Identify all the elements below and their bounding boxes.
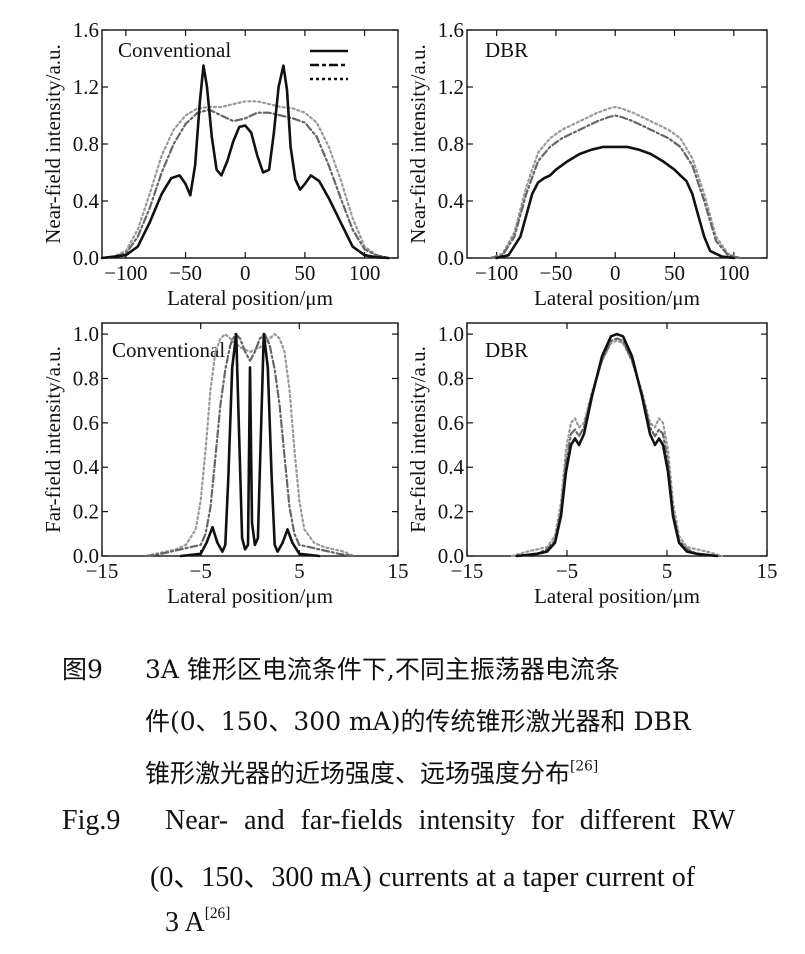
x-tick-label: 15 — [388, 559, 409, 583]
panel-near-field-dbr: −100 −50 0 50 100 0.0 0.4 0.8 1.2 1.6 Lateral posi… — [406, 18, 768, 310]
caption-zh-line-2: 件(0、150、300 mA)的传统锥形激光器和 DBR — [145, 707, 691, 736]
panel-label: DBR — [485, 38, 528, 62]
x-tick-label: 5 — [294, 559, 305, 583]
y-tick-label: 0.0 — [73, 246, 99, 270]
y-tick-label: 0.0 — [438, 246, 464, 270]
caption-zh-line-1: 3A 锥形区电流条件下,不同主振荡器电流条 — [145, 655, 620, 684]
plot-frame — [466, 322, 768, 557]
x-axis-label: Lateral position/μm — [534, 584, 700, 608]
panel-label: Conventional — [112, 338, 225, 362]
x-axis-label: Lateral position/μm — [167, 584, 333, 608]
series-line-150-ma — [489, 114, 741, 260]
plot-frame — [466, 29, 768, 259]
y-tick-label: 1.2 — [73, 75, 99, 99]
series-line-150-ma — [515, 337, 719, 558]
y-tick-label: 0.8 — [438, 366, 464, 390]
x-tick-label: −15 — [86, 559, 119, 583]
x-tick-label: −100 — [104, 261, 147, 285]
y-tick-label: 0.8 — [73, 132, 99, 156]
x-tick-label: −50 — [540, 261, 573, 285]
y-axis-label: Far-field intensity/a.u. — [41, 346, 65, 533]
x-tick-label: −5 — [556, 559, 578, 583]
y-tick-label: 0.8 — [73, 366, 99, 390]
y-tick-label: 0.6 — [438, 411, 464, 435]
y-tick-label: 0.4 — [73, 189, 100, 213]
caption-zh-text-3: 锥形激光器的近场强度、远场强度分布 — [145, 759, 571, 788]
y-tick-label: 1.6 — [73, 18, 99, 42]
y-tick-label: 0.2 — [73, 500, 99, 524]
caption-en-line-3: 3 A[26] — [165, 905, 230, 939]
caption-zh-ref: [26] — [570, 758, 599, 775]
y-tick-label: 0.2 — [438, 500, 464, 524]
panel-label: DBR — [485, 338, 528, 362]
series-line-0-ma — [515, 332, 719, 558]
y-tick-label: 0.4 — [73, 455, 100, 479]
series-line-150-ma — [145, 333, 355, 558]
y-tick-label: 0.6 — [73, 411, 99, 435]
caption-en-label: Fig.9 — [62, 805, 121, 836]
plot-frame — [101, 322, 399, 557]
y-tick-label: 1.2 — [438, 75, 464, 99]
series-line-150-ma — [100, 108, 390, 260]
plot-frame — [101, 29, 399, 259]
series-line-300-ma — [145, 333, 355, 558]
panel-far-field-dbr: −15 −5 5 15 0.0 0.2 0.4 0.6 0.8 1.0 Lateral positi… — [406, 322, 778, 608]
panel-far-field-conventional: −15 −5 5 15 0.0 0.2 0.4 0.6 0.8 1.0 Lateral positi… — [41, 322, 409, 608]
y-tick-label: 0.4 — [438, 455, 465, 479]
x-tick-label: 50 — [294, 261, 315, 285]
y-tick-label: 1.6 — [438, 18, 464, 42]
y-tick-label: 0.0 — [438, 544, 464, 568]
y-tick-label: 1.0 — [438, 322, 464, 346]
y-axis-label: Near-field intensity/a.u. — [406, 44, 430, 244]
series-line-0-ma — [495, 145, 736, 260]
y-tick-label: 1.0 — [73, 322, 99, 346]
caption-en-line-1: Near- and far-fields intensity for diffe… — [165, 805, 736, 836]
x-tick-label: 100 — [718, 261, 750, 285]
caption-en-text-3: 3 A — [165, 907, 205, 939]
x-axis-label: Lateral position/μm — [534, 286, 700, 310]
series-line-300-ma — [510, 339, 724, 558]
series-line-300-ma — [489, 105, 741, 260]
series-line-300-ma — [100, 100, 390, 260]
x-tick-label: −100 — [475, 261, 518, 285]
series-line-0-ma — [179, 332, 321, 558]
caption-zh-label: 图9 — [62, 655, 103, 684]
caption-zh-line-3: 锥形激光器的近场强度、远场强度分布[26] — [145, 754, 598, 790]
y-axis-label: Far-field intensity/a.u. — [406, 346, 430, 533]
caption-en-ref: [26] — [204, 905, 231, 922]
x-tick-label: 0 — [240, 261, 251, 285]
y-axis-label: Near-field intensity/a.u. — [41, 44, 65, 244]
series-line-0-ma — [100, 64, 390, 260]
x-tick-label: 0 — [610, 261, 621, 285]
x-tick-label: −50 — [169, 261, 202, 285]
y-tick-label: 0.8 — [438, 132, 464, 156]
x-tick-label: 15 — [757, 559, 778, 583]
x-tick-label: −15 — [451, 559, 484, 583]
x-tick-label: 5 — [662, 559, 673, 583]
y-tick-label: 0.0 — [73, 544, 99, 568]
y-tick-label: 0.4 — [438, 189, 465, 213]
x-tick-label: 100 — [349, 261, 381, 285]
caption-en-line-2: (0、150、300 mA) currents at a taper curre… — [150, 862, 696, 893]
x-tick-label: 50 — [664, 261, 685, 285]
x-axis-label: Lateral position/μm — [167, 286, 333, 310]
panel-near-field-conventional: −100 −50 0 50 100 0.0 0.4 0.8 1.2 1.6 Lateral posi… — [41, 18, 399, 310]
panel-label: Conventional — [118, 38, 231, 62]
x-tick-label: −5 — [189, 559, 211, 583]
